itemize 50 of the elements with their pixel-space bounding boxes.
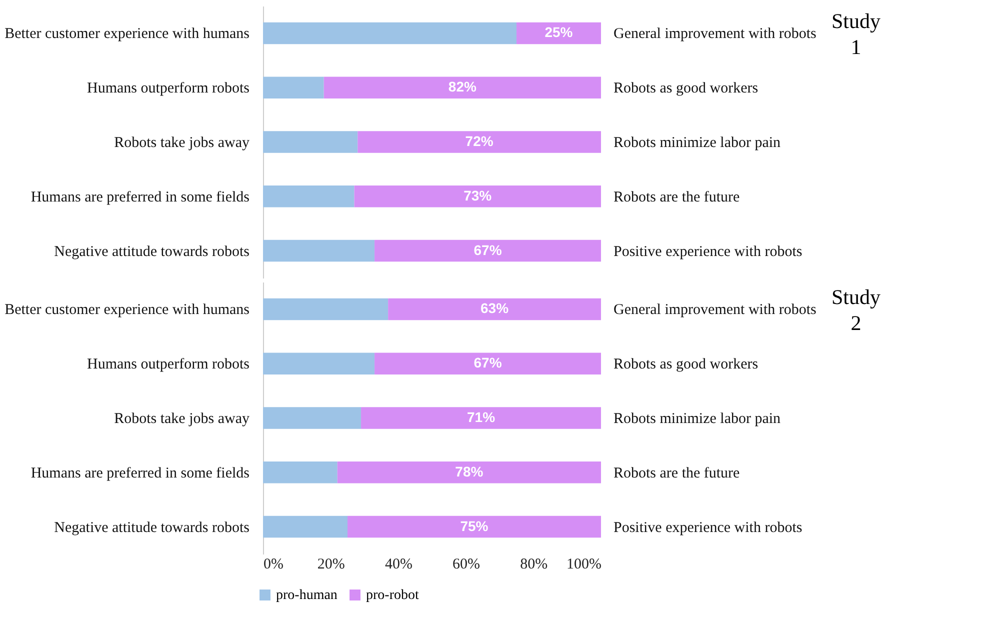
y2-tick-label: General improvement with robots — [614, 302, 817, 318]
x-tick-label: 0% — [264, 556, 284, 572]
y-tick-label: Better customer experience with humans — [4, 26, 250, 42]
y-tick-label: Robots take jobs away — [114, 135, 250, 151]
legend-label: pro-human — [276, 588, 338, 603]
y-tick-label: Humans are preferred in some fields — [30, 189, 250, 206]
y2-tick-label: Positive experience with robots — [614, 244, 802, 260]
bar — [324, 76, 601, 98]
bar — [374, 240, 601, 262]
y2-tick-label: Robots minimize labor pain — [614, 411, 782, 427]
y2-tick-label: General improvement with robots — [614, 26, 817, 42]
x-tick-label: 100% — [566, 556, 602, 572]
text: Study 2 — [831, 285, 882, 335]
x-tick-label: 80% — [520, 556, 548, 572]
y2-tick-label: Positive experience with robots — [614, 520, 802, 536]
y2-tick-label: Robots as good workers — [614, 80, 758, 97]
bar — [263, 22, 516, 44]
text: Study 1 — [831, 9, 882, 59]
bar — [358, 131, 601, 153]
x-tick-label: 20% — [317, 556, 345, 572]
y-tick-label: Negative attitude towards robots — [54, 244, 250, 260]
legend-label: pro-robot — [366, 588, 419, 603]
data-label: 75% — [460, 518, 489, 534]
bar — [263, 131, 358, 153]
data-label: 72% — [465, 133, 494, 149]
y-tick-label: Humans outperform robots — [87, 356, 250, 373]
y-tick-label: Better customer experience with humans — [4, 302, 250, 318]
x-tick-label: 40% — [384, 556, 412, 572]
y2-tick-label: Robots are the future — [614, 189, 740, 206]
y-tick-label: Negative attitude towards robots — [54, 520, 250, 536]
y-tick-label: Humans are preferred in some fields — [30, 465, 250, 482]
bar — [263, 186, 354, 208]
data-label: 71% — [466, 409, 496, 425]
y2-tick-label: Robots minimize labor pain — [614, 135, 782, 151]
y-tick-label: Robots take jobs away — [114, 411, 250, 427]
y2-tick-label: Robots are the future — [614, 465, 740, 482]
bar — [516, 22, 601, 44]
x-tick-label: 60% — [452, 556, 480, 572]
y-tick-label: Humans outperform robots — [87, 80, 250, 97]
data-label: 82% — [448, 78, 477, 95]
bar — [354, 186, 601, 208]
data-label: 73% — [464, 187, 492, 204]
data-label: 78% — [455, 463, 484, 480]
data-label: 67% — [474, 242, 502, 258]
data-label: 67% — [474, 354, 502, 371]
data-label: 25% — [544, 24, 574, 40]
y2-tick-label: Robots as good workers — [614, 356, 758, 373]
bar — [263, 240, 375, 262]
bar — [263, 76, 324, 98]
data-label: 63% — [480, 300, 510, 316]
